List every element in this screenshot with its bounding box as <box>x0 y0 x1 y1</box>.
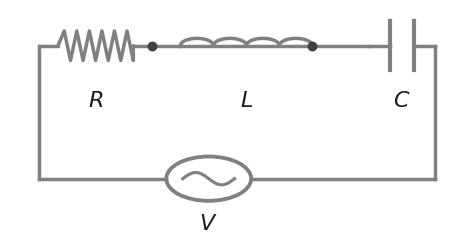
Text: $L$: $L$ <box>240 90 253 112</box>
Text: $R$: $R$ <box>88 90 103 112</box>
Point <box>148 44 156 48</box>
Text: $V$: $V$ <box>200 213 218 235</box>
Point <box>309 44 316 48</box>
Text: $C$: $C$ <box>393 90 410 112</box>
